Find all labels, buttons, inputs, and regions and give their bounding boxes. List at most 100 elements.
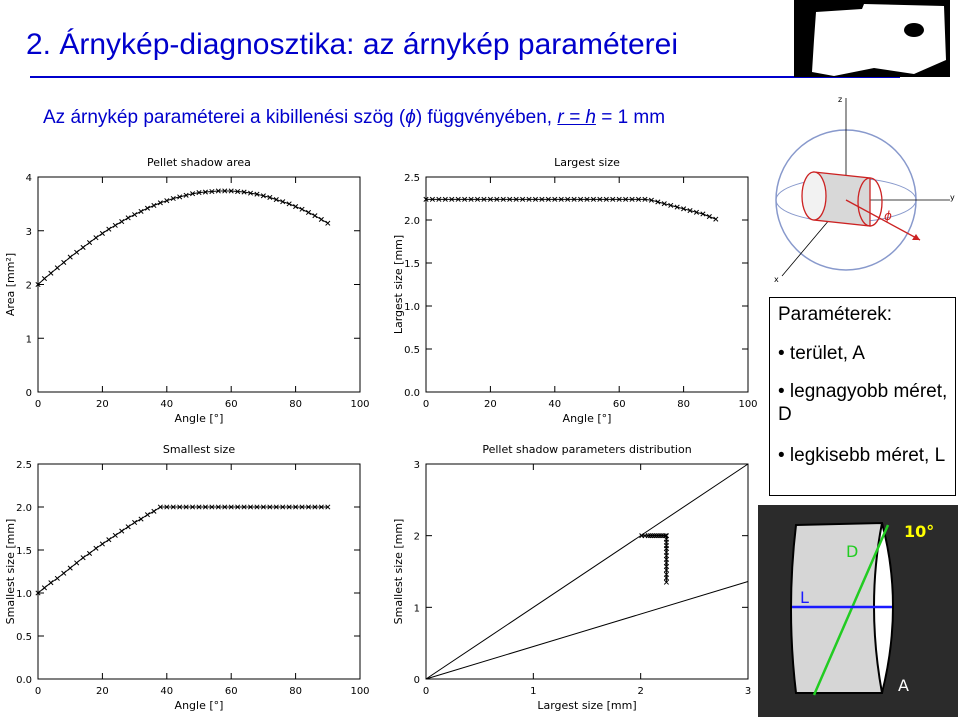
- data-point-mark: [202, 189, 208, 195]
- data-point-mark: [681, 206, 687, 212]
- data-point-mark: [565, 196, 571, 202]
- data-point: [254, 191, 260, 197]
- data-point-mark: [67, 565, 73, 571]
- parameters-header: Paraméterek:: [778, 304, 893, 325]
- data-point: [241, 504, 247, 510]
- data-point-mark: [713, 216, 719, 222]
- data-point: [48, 270, 54, 276]
- data-point-mark: [86, 240, 93, 246]
- a-label: A: [898, 676, 909, 695]
- data-point-mark: [80, 244, 86, 250]
- data-point-mark: [305, 209, 312, 216]
- data-point: [112, 222, 118, 228]
- data-point-mark: [571, 196, 577, 202]
- data-point-mark: [647, 533, 653, 539]
- data-point: [706, 214, 712, 220]
- y-tick-label: 0.5: [16, 632, 32, 643]
- angle-label: 10°: [904, 522, 934, 541]
- data-point-mark: [119, 528, 125, 534]
- data-point-mark: [170, 504, 176, 510]
- x-tick-label: 0: [35, 686, 41, 697]
- data-point: [584, 196, 590, 202]
- data-point: [125, 524, 131, 530]
- data-point: [545, 196, 551, 202]
- data-point: [132, 212, 138, 218]
- data-point-mark: [590, 196, 596, 202]
- data-point: [552, 196, 558, 202]
- data-point-mark: [183, 504, 189, 510]
- y-tick-label: 0.0: [404, 388, 420, 399]
- y-tick-label: 1.0: [16, 589, 32, 600]
- data-point: [254, 504, 260, 510]
- data-point-mark: [260, 193, 266, 199]
- data-point: [215, 188, 221, 194]
- slide-title: 2. Árnykép-diagnosztika: az árnykép para…: [26, 28, 679, 61]
- data-point-mark: [616, 196, 622, 202]
- data-point-mark: [455, 196, 461, 202]
- data-point: [157, 504, 163, 510]
- data-point-mark: [658, 533, 664, 539]
- data-point-mark: [539, 196, 545, 202]
- data-point-mark: [532, 196, 539, 202]
- data-point: [455, 196, 461, 202]
- data-point: [106, 226, 112, 232]
- data-point-mark: [299, 504, 305, 510]
- data-point: [649, 533, 656, 539]
- data-point-mark: [196, 190, 202, 196]
- data-point: [656, 533, 662, 539]
- pellet-photo-graphic: 10° D L A: [790, 521, 934, 696]
- data-point: [286, 201, 292, 207]
- data-point: [603, 196, 609, 202]
- data-point-mark: [106, 537, 112, 543]
- data-point-mark: [241, 189, 247, 195]
- cylinder-face: [801, 171, 827, 221]
- x-tick-label: 20: [96, 686, 109, 697]
- data-point: [177, 504, 183, 510]
- data-point-mark: [228, 188, 234, 194]
- data-point: [67, 254, 73, 260]
- plot-frame: [37, 463, 361, 680]
- data-point-mark: [61, 570, 67, 576]
- data-point: [144, 205, 151, 211]
- x-axis-label: x: [774, 275, 779, 284]
- data-point: [658, 533, 664, 539]
- data-point: [267, 194, 273, 200]
- y-axis-label: Area [mm²]: [4, 253, 17, 316]
- data-point-mark: [80, 555, 86, 561]
- data-point: [500, 196, 506, 202]
- data-point-mark: [138, 516, 144, 522]
- data-point: [93, 235, 99, 241]
- x-tick-label: 2: [637, 686, 643, 697]
- data-point-mark: [487, 196, 493, 202]
- data-point-mark: [99, 541, 105, 547]
- subtitle-mid: ) függvényében,: [415, 107, 558, 128]
- data-point-mark: [674, 204, 680, 210]
- phi-angle-label: ϕ: [884, 209, 892, 223]
- data-point-mark: [661, 201, 667, 207]
- data-point: [642, 196, 648, 202]
- x-axis-label: Angle [°]: [175, 699, 224, 712]
- area-chart: Pellet shadow area 0 20 40 60 80 100 0 1 2 3 4 Angle…: [4, 156, 370, 425]
- data-point: [513, 196, 519, 202]
- x-tick-label: 20: [96, 399, 109, 410]
- data-point: [138, 208, 144, 214]
- data-point: [80, 555, 86, 561]
- data-point-mark: [642, 196, 648, 202]
- data-point-mark: [629, 196, 635, 202]
- data-point: [578, 196, 584, 202]
- data-point-mark: [247, 504, 254, 510]
- data-point-mark: [318, 504, 324, 510]
- data-point-mark: [668, 202, 674, 208]
- subtitle-equation: r = h: [557, 107, 596, 128]
- data-point-mark: [99, 230, 105, 236]
- data-point: [35, 281, 41, 288]
- x-tick-label: 0: [423, 399, 429, 410]
- data-point: [629, 196, 635, 202]
- data-point: [590, 196, 596, 202]
- data-point-mark: [254, 504, 260, 510]
- data-point-mark: [603, 196, 609, 202]
- l-label: L: [800, 588, 809, 607]
- data-point: [280, 504, 286, 510]
- data-point-mark: [235, 188, 241, 195]
- y-tick-label: 1.5: [16, 546, 32, 557]
